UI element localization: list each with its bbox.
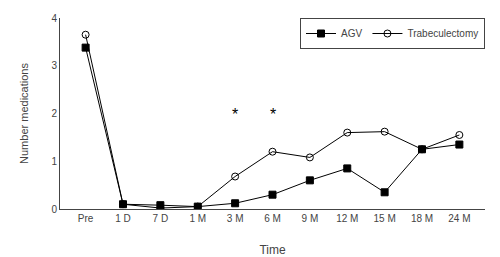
svg-text:3 M: 3 M [227, 213, 244, 224]
svg-text:0: 0 [51, 204, 57, 215]
svg-text:Number medications: Number medications [18, 63, 30, 164]
svg-text:1: 1 [51, 156, 57, 167]
svg-text:12 M: 12 M [336, 213, 358, 224]
svg-text:1 D: 1 D [115, 213, 131, 224]
svg-text:1 M: 1 M [189, 213, 206, 224]
svg-text:4: 4 [51, 13, 57, 24]
svg-text:6 M: 6 M [264, 213, 281, 224]
svg-text:Time: Time [259, 243, 286, 257]
svg-text:*: * [232, 106, 238, 123]
svg-text:Trabeculectomy: Trabeculectomy [407, 28, 478, 39]
svg-text:15 M: 15 M [374, 213, 396, 224]
svg-text:24 M: 24 M [448, 213, 470, 224]
svg-text:18 M: 18 M [411, 213, 433, 224]
svg-text:7 D: 7 D [153, 213, 169, 224]
svg-text:3: 3 [51, 60, 57, 71]
svg-text:2: 2 [51, 108, 57, 119]
svg-text:AGV: AGV [341, 28, 362, 39]
svg-text:9 M: 9 M [302, 213, 319, 224]
svg-text:Pre: Pre [78, 213, 94, 224]
svg-text:*: * [270, 106, 276, 123]
